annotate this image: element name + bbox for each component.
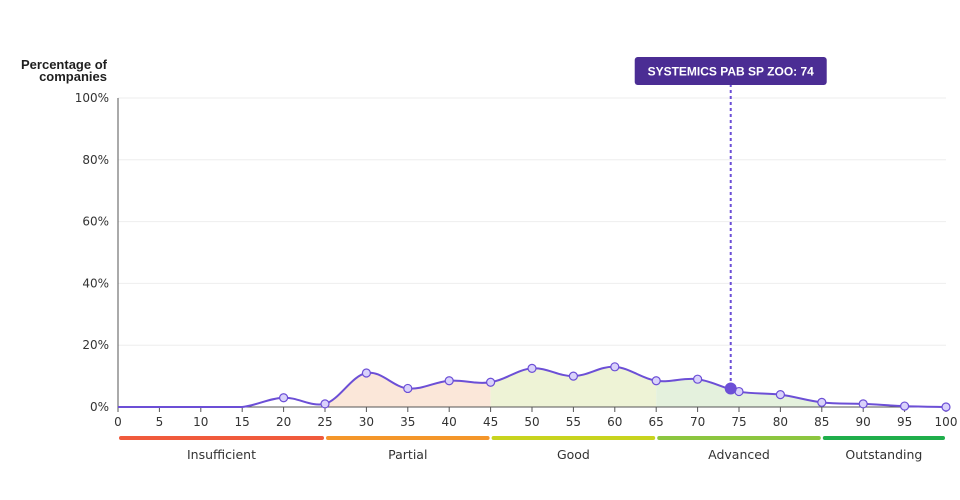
x-tick-label: 25 — [317, 415, 332, 429]
y-axis-label-line-2: companies — [39, 69, 107, 84]
x-tick-labels: 0 5 10 15 20 25 30 35 40 45 50 55 60 65 70 75 80 85 90 95 10… — [114, 407, 957, 429]
x-tick-label: 95 — [897, 415, 912, 429]
data-point[interactable] — [279, 393, 289, 403]
x-tick-label: 55 — [566, 415, 581, 429]
x-tick-label: 10 — [193, 415, 208, 429]
data-point[interactable] — [817, 397, 827, 407]
band-label-partial: Partial — [388, 447, 427, 462]
data-point[interactable] — [527, 363, 537, 373]
band-bar-insufficient — [119, 436, 324, 440]
grid-lines — [118, 97, 946, 346]
x-tick-label: 45 — [483, 415, 498, 429]
y-tick-label: 0% — [90, 400, 109, 414]
band-area-partial — [325, 366, 491, 407]
band-label-advanced: Advanced — [708, 447, 770, 462]
x-tick-label: 50 — [524, 415, 539, 429]
x-tick-label: 85 — [814, 415, 829, 429]
data-point[interactable] — [568, 371, 579, 381]
data-points — [279, 362, 951, 412]
x-tick-label: 0 — [114, 415, 122, 429]
area-layer — [118, 366, 946, 407]
data-point[interactable] — [610, 362, 620, 372]
y-tick-label: 20% — [82, 338, 109, 352]
highlight-point[interactable] — [724, 382, 737, 395]
x-tick-label: 100 — [935, 415, 958, 429]
band-area-advanced — [656, 366, 822, 407]
highlight-callout-box — [634, 57, 827, 85]
x-tick-label: 35 — [400, 415, 415, 429]
axes — [117, 98, 946, 408]
x-tick-label: 5 — [156, 415, 164, 429]
band-area-outstanding — [821, 366, 946, 407]
y-tick-label: 100% — [75, 91, 109, 105]
band-label-outstanding: Outstanding — [845, 447, 922, 462]
data-point[interactable] — [444, 376, 454, 386]
band-bar-partial — [326, 436, 490, 440]
x-tick-label: 60 — [607, 415, 622, 429]
y-axis-label-line-1: Percentage of — [21, 57, 108, 72]
x-tick-label: 20 — [276, 415, 291, 429]
y-tick-label: 60% — [82, 215, 109, 229]
highlight-layer: SYSTEMICS PAB SP ZOO: 74 — [634, 57, 827, 395]
x-tick-label: 90 — [856, 415, 871, 429]
x-tick-label: 70 — [690, 415, 705, 429]
data-point[interactable] — [941, 402, 951, 412]
data-point[interactable] — [403, 383, 413, 394]
band-bar-advanced — [657, 436, 821, 440]
y-tick-label: 40% — [82, 276, 109, 290]
band-label-good: Good — [557, 447, 590, 462]
data-point[interactable] — [361, 368, 371, 378]
highlight-callout-label: SYSTEMICS PAB SP ZOO: 74 — [648, 65, 815, 79]
data-point[interactable] — [486, 377, 496, 387]
x-tick-label: 75 — [731, 415, 746, 429]
data-point[interactable] — [899, 401, 910, 411]
y-tick-labels: 0% 20% 40% 60% 80% 100% — [75, 91, 109, 414]
data-point[interactable] — [858, 399, 868, 409]
band-bar-good — [491, 436, 656, 440]
y-tick-label: 80% — [82, 153, 109, 167]
data-point[interactable] — [320, 399, 330, 409]
x-tick-label: 15 — [235, 415, 250, 429]
x-tick-label: 80 — [773, 415, 788, 429]
x-tick-label: 65 — [649, 415, 664, 429]
band-area-good — [490, 366, 657, 407]
band-area-insufficient — [118, 366, 325, 407]
data-point[interactable] — [775, 390, 786, 400]
band-bar-outstanding — [822, 436, 945, 440]
band-bars: Insufficient Partial Good Advanced Outstandi… — [119, 436, 945, 462]
data-point[interactable] — [651, 376, 661, 386]
data-point[interactable] — [692, 374, 703, 384]
x-tick-label: 30 — [359, 415, 374, 429]
x-tick-label: 40 — [442, 415, 457, 429]
band-label-insufficient: Insufficient — [187, 447, 256, 462]
